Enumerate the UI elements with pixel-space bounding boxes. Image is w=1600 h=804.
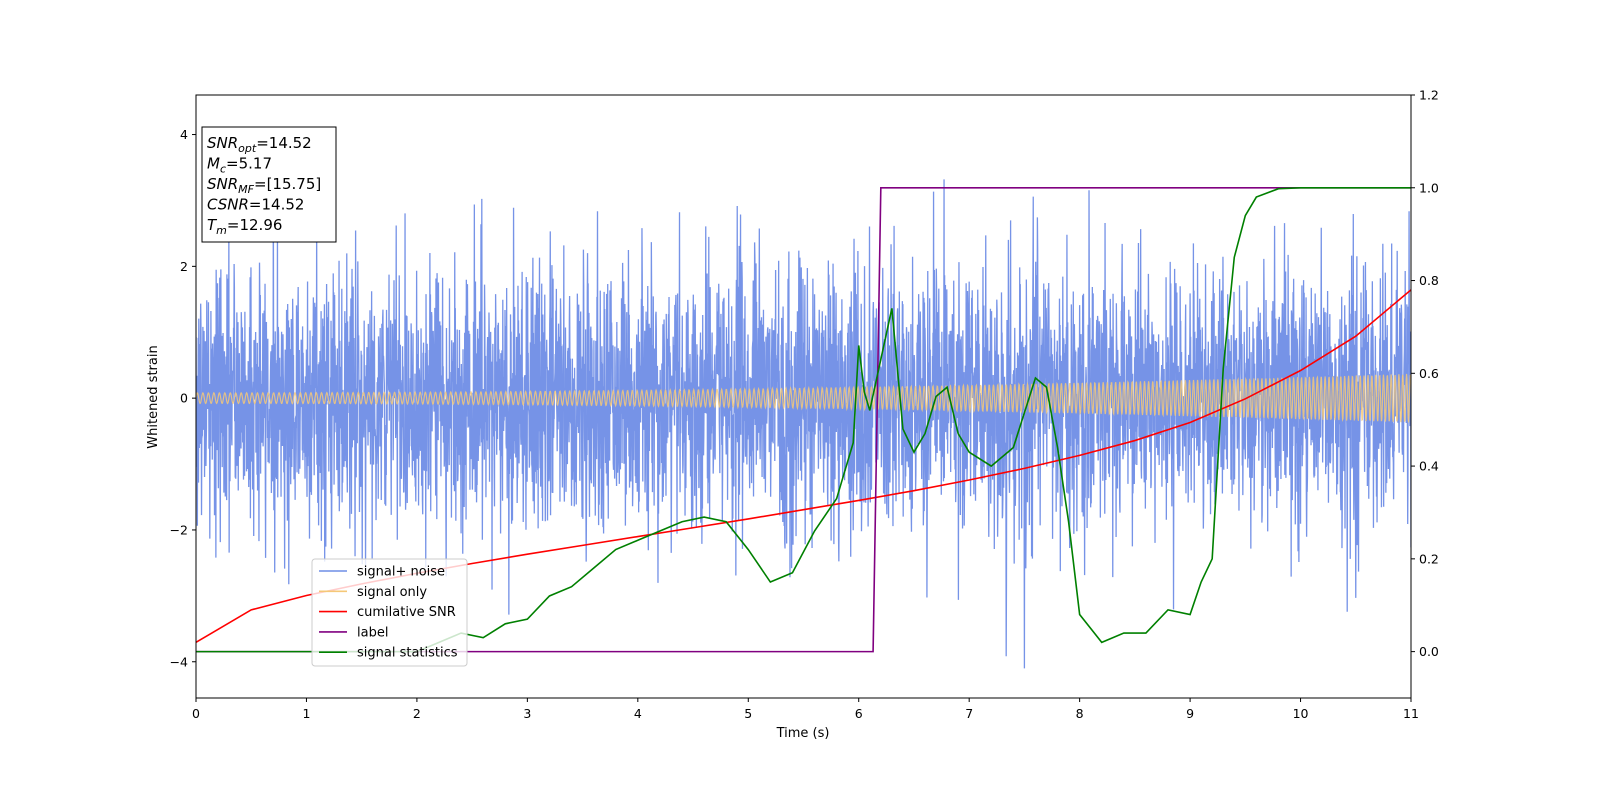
- y-tick-label: −4: [170, 654, 188, 669]
- x-tick-label: 2: [413, 706, 421, 721]
- y2-tick-label: 0.4: [1419, 459, 1439, 474]
- legend-item-label: label: [319, 625, 388, 640]
- legend-frame: [311, 558, 468, 667]
- y-axis-left: −4 −2 0 2 4: [170, 127, 196, 669]
- y-axis-right: 0.0 0.2 0.4 0.6 0.8 1.0 1.2: [1411, 88, 1439, 659]
- y-tick-label: −2: [170, 522, 188, 537]
- series-signal-plus-noise-line: [196, 179, 1411, 669]
- legend-item-signal-only: signal only: [319, 585, 427, 600]
- legend-label: signal only: [357, 585, 427, 600]
- x-tick-label: 7: [965, 706, 973, 721]
- legend-label: cumilative SNR: [357, 605, 456, 620]
- legend-label: signal statistics: [357, 646, 458, 661]
- legend-label: label: [357, 625, 388, 640]
- x-tick-label: 0: [192, 706, 200, 721]
- y-tick-label: 0: [180, 391, 188, 406]
- x-axis-label: Time (s): [776, 726, 830, 741]
- info-box: SNRopt=14.52Mc=5.17SNRMF=[15.75]CSNR=14.…: [201, 126, 337, 243]
- legend-item-cumilative-snr: cumilative SNR: [319, 605, 456, 620]
- y2-tick-label: 0.6: [1419, 366, 1439, 381]
- x-tick-label: 6: [855, 706, 863, 721]
- x-tick-label: 9: [1186, 706, 1194, 721]
- info-line: Tm=12.96: [207, 216, 282, 237]
- info-line: SNRMF=[15.75]: [207, 175, 321, 196]
- axes-frame: [195, 94, 1412, 699]
- info-line: Mc=5.17: [207, 155, 272, 176]
- y-tick-label: 2: [180, 259, 188, 274]
- x-tick-label: 11: [1403, 706, 1419, 721]
- y2-tick-label: 0.8: [1419, 273, 1439, 288]
- y2-tick-label: 1.0: [1419, 180, 1439, 195]
- legend: signal+ noise signal only cumilative SNR la…: [311, 558, 468, 667]
- y2-tick-label: 0.0: [1419, 644, 1439, 659]
- info-line: CSNR=14.52: [207, 196, 304, 214]
- x-tick-label: 1: [302, 706, 310, 721]
- x-tick-label: 3: [523, 706, 531, 721]
- x-axis: 0 1 2 3 4 5 6 7 8 9 10 11: [192, 698, 1419, 721]
- y-tick-label: 4: [180, 127, 188, 142]
- x-tick-label: 4: [634, 706, 642, 721]
- series-signal-only-line: [196, 373, 1411, 423]
- series-label-line: [196, 186, 1411, 653]
- series-signal-statistics-line: [196, 186, 1411, 653]
- legend-item-signal-statistics: signal statistics: [319, 646, 458, 661]
- legend-item-signal-noise: signal+ noise: [319, 565, 445, 580]
- y2-tick-label: 1.2: [1419, 88, 1439, 103]
- info-box-frame: [201, 126, 337, 243]
- legend-label: signal+ noise: [357, 565, 445, 580]
- x-tick-label: 5: [744, 706, 752, 721]
- x-tick-label: 8: [1076, 706, 1084, 721]
- info-line: SNRopt=14.52: [207, 134, 312, 155]
- x-tick-label: 10: [1293, 706, 1309, 721]
- y-axis-label: Whitened strain: [146, 345, 161, 448]
- y2-tick-label: 0.2: [1419, 551, 1439, 566]
